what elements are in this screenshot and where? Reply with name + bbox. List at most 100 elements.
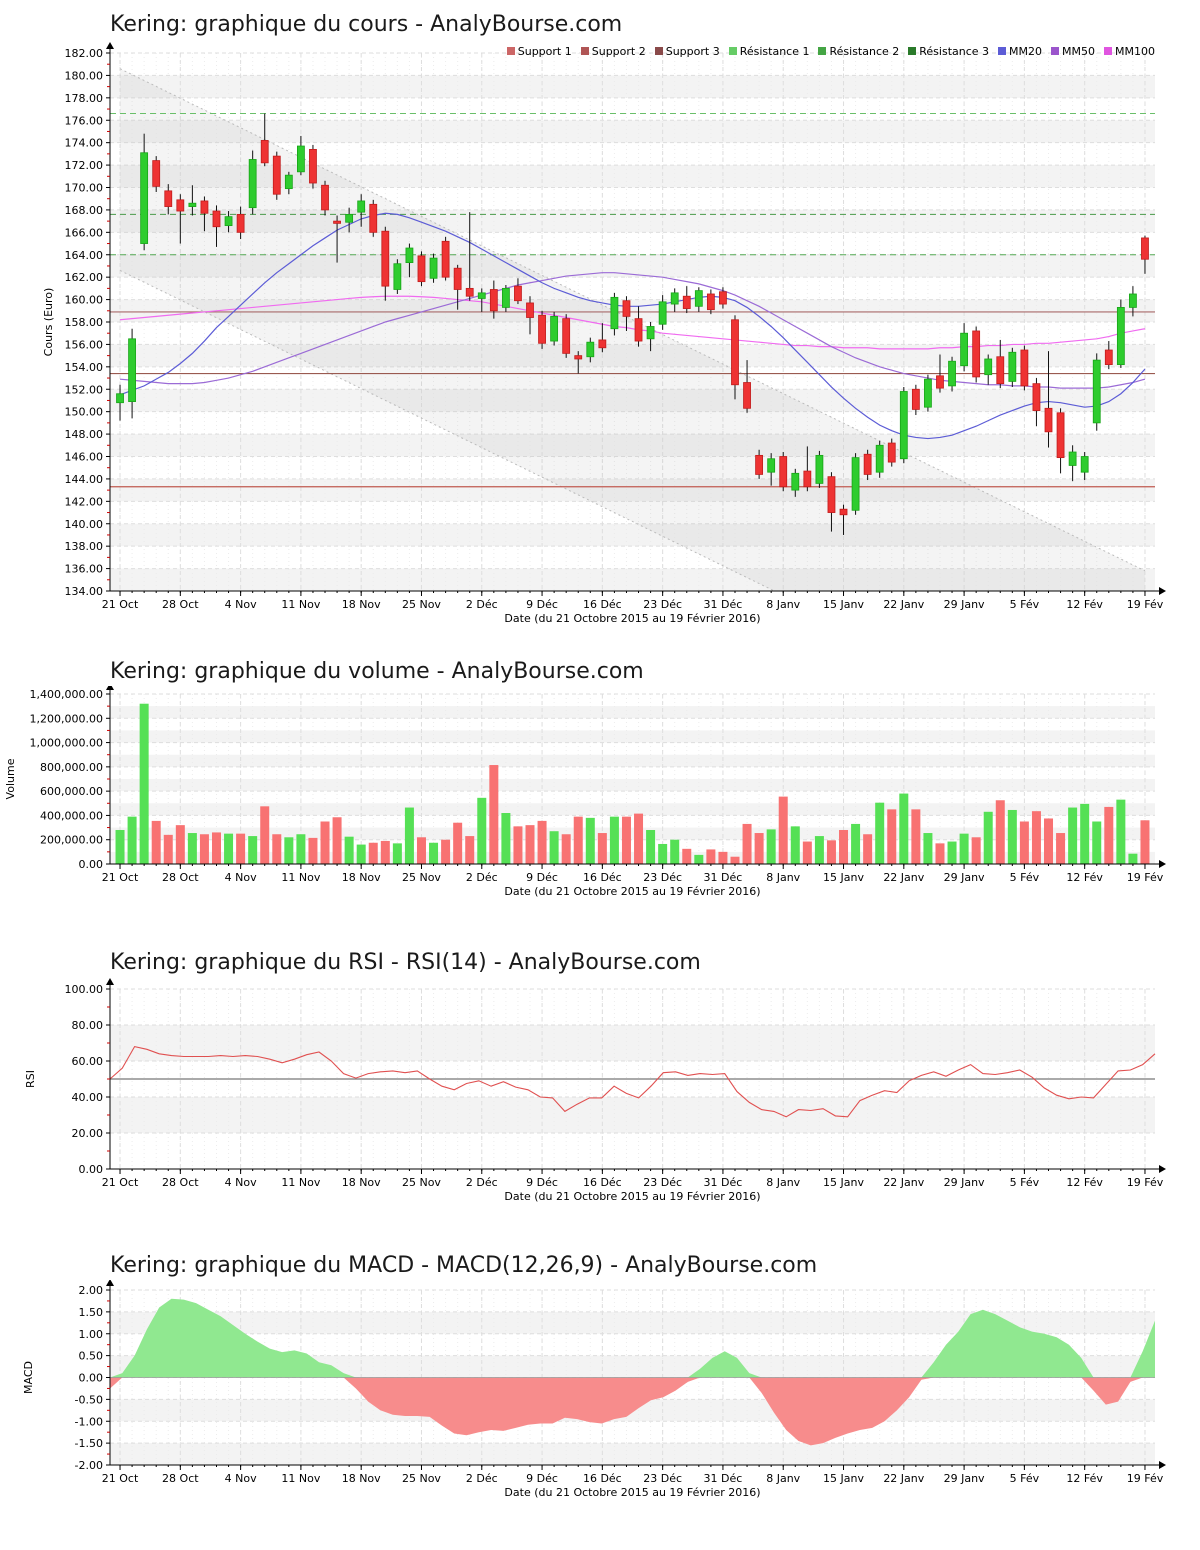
svg-text:Volume: Volume bbox=[4, 758, 17, 799]
svg-text:9 Déc: 9 Déc bbox=[526, 871, 558, 884]
svg-text:16 Déc: 16 Déc bbox=[583, 871, 622, 884]
svg-text:25 Nov: 25 Nov bbox=[402, 1176, 441, 1189]
svg-text:134.00: 134.00 bbox=[65, 585, 104, 598]
svg-text:21 Oct: 21 Oct bbox=[102, 1176, 139, 1189]
svg-text:16 Déc: 16 Déc bbox=[583, 1176, 622, 1189]
svg-text:5 Fév: 5 Fév bbox=[1010, 871, 1040, 884]
legend-label: Résistance 2 bbox=[829, 44, 900, 58]
svg-text:4 Nov: 4 Nov bbox=[225, 1176, 257, 1189]
svg-text:RSI: RSI bbox=[24, 1070, 37, 1088]
svg-text:182.00: 182.00 bbox=[65, 47, 104, 60]
svg-text:29 Janv: 29 Janv bbox=[944, 598, 985, 611]
resistance-2-swatch-icon bbox=[818, 47, 827, 55]
svg-text:164.00: 164.00 bbox=[65, 249, 104, 262]
svg-text:100.00: 100.00 bbox=[65, 983, 104, 996]
svg-text:31 Déc: 31 Déc bbox=[704, 598, 743, 611]
svg-text:16 Déc: 16 Déc bbox=[583, 1472, 622, 1485]
svg-text:18 Nov: 18 Nov bbox=[342, 1472, 381, 1485]
svg-text:176.00: 176.00 bbox=[65, 114, 104, 127]
svg-text:20.00: 20.00 bbox=[72, 1127, 104, 1140]
svg-text:22 Janv: 22 Janv bbox=[883, 598, 924, 611]
svg-text:152.00: 152.00 bbox=[65, 383, 104, 396]
svg-text:22 Janv: 22 Janv bbox=[883, 871, 924, 884]
svg-text:11 Nov: 11 Nov bbox=[281, 871, 320, 884]
svg-text:142.00: 142.00 bbox=[65, 495, 104, 508]
svg-text:1,400,000.00: 1,400,000.00 bbox=[30, 688, 103, 701]
svg-text:11 Nov: 11 Nov bbox=[281, 1176, 320, 1189]
svg-text:23 Déc: 23 Déc bbox=[643, 1472, 682, 1485]
svg-text:200,000.00: 200,000.00 bbox=[40, 834, 103, 847]
svg-text:9 Déc: 9 Déc bbox=[526, 1472, 558, 1485]
svg-text:800,000.00: 800,000.00 bbox=[40, 761, 103, 774]
svg-text:15 Janv: 15 Janv bbox=[823, 871, 864, 884]
svg-text:31 Déc: 31 Déc bbox=[704, 1176, 743, 1189]
svg-text:28 Oct: 28 Oct bbox=[162, 1472, 199, 1485]
svg-text:8 Janv: 8 Janv bbox=[766, 871, 800, 884]
legend-item-resistance-3: Résistance 3 bbox=[908, 45, 989, 58]
svg-text:23 Déc: 23 Déc bbox=[643, 598, 682, 611]
svg-text:21 Oct: 21 Oct bbox=[102, 871, 139, 884]
svg-text:9 Déc: 9 Déc bbox=[526, 1176, 558, 1189]
price-candlestick-chart: 134.00 136.00 138.00 140.00 142.00 144.00 146.… bbox=[0, 39, 1200, 625]
svg-text:9 Déc: 9 Déc bbox=[526, 598, 558, 611]
svg-text:-1.50: -1.50 bbox=[75, 1437, 103, 1450]
svg-text:12 Fév: 12 Fév bbox=[1066, 871, 1103, 884]
svg-text:146.00: 146.00 bbox=[65, 451, 104, 464]
svg-text:15 Janv: 15 Janv bbox=[823, 1472, 864, 1485]
legend-label: MM20 bbox=[1009, 44, 1043, 58]
svg-text:1.50: 1.50 bbox=[79, 1306, 104, 1319]
legend-label: Support 3 bbox=[665, 44, 720, 58]
svg-text:4 Nov: 4 Nov bbox=[225, 871, 257, 884]
svg-text:19 Fév: 19 Fév bbox=[1127, 871, 1164, 884]
legend-label: MM100 bbox=[1115, 44, 1155, 58]
rsi-line-chart: 0.00 20.00 40.00 60.00 80.00 100.00 21 Oct 28 O… bbox=[0, 977, 1200, 1205]
svg-text:23 Déc: 23 Déc bbox=[643, 871, 682, 884]
svg-text:Date (du 21 Octobre 2015 au 19: Date (du 21 Octobre 2015 au 19 Février 2… bbox=[504, 1190, 760, 1203]
legend-label: Support 2 bbox=[591, 44, 646, 58]
svg-text:158.00: 158.00 bbox=[65, 316, 104, 329]
svg-text:29 Janv: 29 Janv bbox=[944, 1472, 985, 1485]
svg-text:5 Fév: 5 Fév bbox=[1010, 1176, 1040, 1189]
svg-text:170.00: 170.00 bbox=[65, 182, 104, 195]
svg-text:178.00: 178.00 bbox=[65, 92, 104, 105]
svg-text:0.50: 0.50 bbox=[79, 1350, 104, 1363]
svg-text:21 Oct: 21 Oct bbox=[102, 598, 139, 611]
svg-text:140.00: 140.00 bbox=[65, 518, 104, 531]
svg-text:16 Déc: 16 Déc bbox=[583, 598, 622, 611]
resistance-1-swatch-icon bbox=[728, 47, 737, 55]
legend-item-support-2: Support 2 bbox=[580, 44, 646, 58]
svg-text:2 Déc: 2 Déc bbox=[466, 1472, 498, 1485]
svg-text:12 Fév: 12 Fév bbox=[1066, 1176, 1103, 1189]
rsi-chart-title: Kering: graphique du RSI - RSI(14) - Ana… bbox=[110, 950, 701, 975]
rsi-chart-section: Kering: graphique du RSI - RSI(14) - Ana… bbox=[0, 950, 1200, 1205]
svg-text:8 Janv: 8 Janv bbox=[766, 598, 800, 611]
support-3-swatch-icon bbox=[654, 47, 663, 55]
mm50-swatch-icon bbox=[1051, 47, 1060, 55]
svg-text:11 Nov: 11 Nov bbox=[281, 598, 320, 611]
svg-text:160.00: 160.00 bbox=[65, 294, 104, 307]
svg-text:400,000.00: 400,000.00 bbox=[40, 809, 103, 822]
svg-text:60.00: 60.00 bbox=[72, 1055, 104, 1068]
svg-text:12 Fév: 12 Fév bbox=[1066, 1472, 1103, 1485]
svg-text:0.00: 0.00 bbox=[79, 1163, 104, 1176]
svg-text:18 Nov: 18 Nov bbox=[342, 598, 381, 611]
svg-text:18 Nov: 18 Nov bbox=[342, 1176, 381, 1189]
mm20-swatch-icon bbox=[998, 47, 1007, 55]
legend-label: Résistance 1 bbox=[739, 44, 810, 58]
svg-text:1,000,000.00: 1,000,000.00 bbox=[30, 737, 103, 750]
legend-label: MM50 bbox=[1062, 44, 1096, 58]
svg-text:0.00: 0.00 bbox=[79, 1372, 104, 1385]
svg-text:Date (du 21 Octobre 2015 au 19: Date (du 21 Octobre 2015 au 19 Février 2… bbox=[504, 1486, 760, 1499]
svg-text:600,000.00: 600,000.00 bbox=[40, 785, 103, 798]
price-chart-legend: Support 1 Support 2 Support 3 Résistance… bbox=[506, 44, 1155, 58]
legend-item-mm100: MM100 bbox=[1104, 45, 1155, 58]
svg-text:2 Déc: 2 Déc bbox=[466, 1176, 498, 1189]
svg-text:Date (du 21 Octobre 2015 au 19: Date (du 21 Octobre 2015 au 19 Février 2… bbox=[504, 612, 760, 625]
svg-text:31 Déc: 31 Déc bbox=[704, 871, 743, 884]
svg-text:MACD: MACD bbox=[22, 1361, 35, 1394]
legend-item-support-3: Support 3 bbox=[654, 44, 720, 58]
svg-text:8 Janv: 8 Janv bbox=[766, 1472, 800, 1485]
svg-text:0.00: 0.00 bbox=[79, 858, 104, 871]
resistance-3-swatch-icon bbox=[908, 47, 917, 55]
